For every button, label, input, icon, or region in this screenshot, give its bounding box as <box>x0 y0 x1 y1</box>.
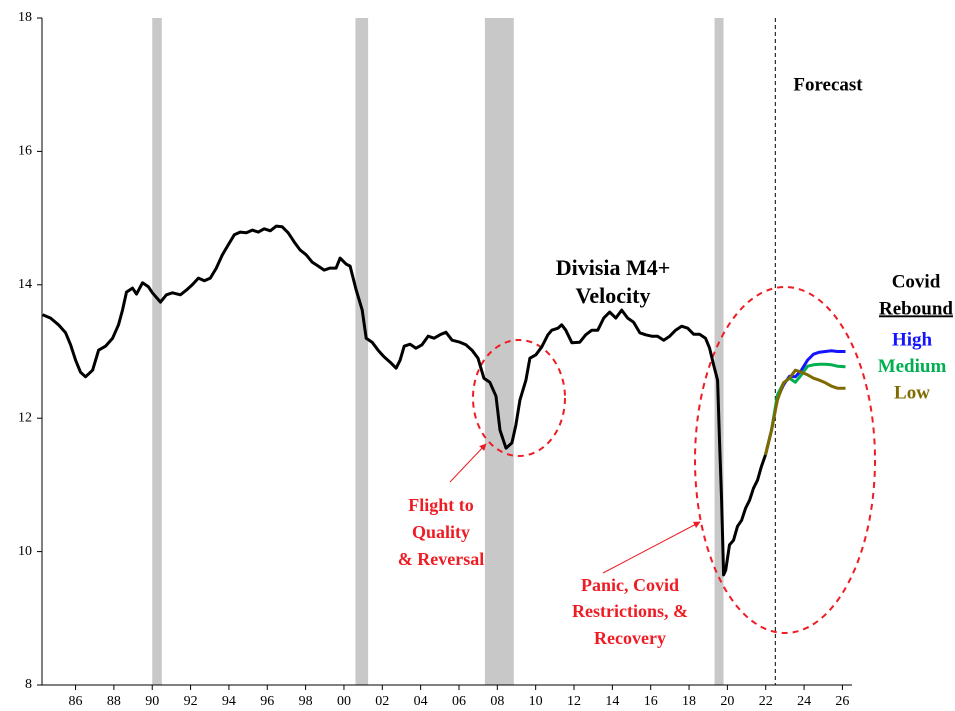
x-tick-label: 24 <box>797 694 811 709</box>
x-tick-label: 08 <box>490 694 504 709</box>
x-tick-label: 02 <box>375 694 389 709</box>
annotation: Restrictions, & <box>572 601 688 621</box>
x-tick-label: 94 <box>222 694 236 709</box>
legend-entry: High <box>892 329 933 350</box>
x-tick-label: 20 <box>720 694 734 709</box>
x-tick-label: 14 <box>605 694 619 709</box>
series-line <box>42 224 767 577</box>
x-tick-label: 18 <box>682 694 696 709</box>
series-line <box>764 362 846 456</box>
x-tick-label: 98 <box>299 694 313 709</box>
annotation: Flight to <box>408 495 474 515</box>
recession-band <box>152 18 162 685</box>
annotation: Divisia M4+ <box>556 255 671 280</box>
x-tick-label: 88 <box>107 694 121 709</box>
x-tick-label: 96 <box>260 694 274 709</box>
highlight-ellipse <box>694 286 876 634</box>
y-tick-label: 8 <box>25 677 32 692</box>
y-tick-label: 14 <box>18 277 32 292</box>
x-tick-label: 22 <box>759 694 773 709</box>
legend-title: Rebound <box>879 298 953 319</box>
x-tick-label: 12 <box>567 694 581 709</box>
y-tick-label: 16 <box>18 144 32 159</box>
y-tick-label: 12 <box>18 410 32 425</box>
annotation: & Reversal <box>398 549 484 569</box>
highlight-ellipse <box>472 339 566 457</box>
annotation: Quality <box>412 522 470 542</box>
x-tick-label: 16 <box>644 694 658 709</box>
x-tick-label: 00 <box>337 694 351 709</box>
legend-title: Covid <box>892 271 941 292</box>
recession-band <box>355 18 369 685</box>
arrow <box>449 443 487 483</box>
x-tick-label: 86 <box>69 694 83 709</box>
annotation: Forecast <box>793 74 863 95</box>
legend-entry: Low <box>894 382 930 403</box>
series-line <box>764 368 846 456</box>
x-tick-label: 10 <box>529 694 543 709</box>
x-tick-label: 06 <box>452 694 466 709</box>
recession-band <box>714 18 724 685</box>
x-tick-label: 26 <box>835 694 849 709</box>
recession-band <box>484 18 514 685</box>
x-tick-label: 92 <box>184 694 198 709</box>
annotation: Recovery <box>594 628 666 648</box>
y-tick-label: 10 <box>18 544 32 559</box>
recession-layer <box>152 18 724 685</box>
annotation: Panic, Covid <box>581 575 679 595</box>
x-tick-label: 04 <box>414 694 428 709</box>
annotation: Velocity <box>576 283 651 308</box>
x-tick-label: 90 <box>145 694 159 709</box>
legend-entry: Medium <box>878 356 947 377</box>
arrow <box>602 521 701 574</box>
y-tick-label: 18 <box>18 10 32 25</box>
